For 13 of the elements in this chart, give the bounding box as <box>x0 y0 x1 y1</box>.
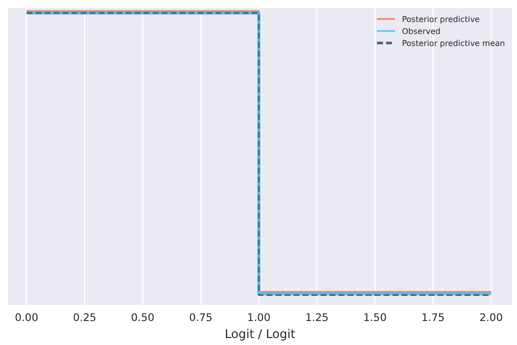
x-tick-label: 0.25 <box>72 312 96 324</box>
x-tick-label: 0.50 <box>131 312 154 324</box>
x-tick-label: 0.75 <box>189 312 212 324</box>
x-tick-label: 0.00 <box>14 312 38 324</box>
x-tick-label: 1.25 <box>305 312 329 324</box>
legend-label: Observed <box>402 27 440 36</box>
x-axis-title: Logit / Logit <box>224 327 296 341</box>
x-tick-label: 2.00 <box>479 312 503 324</box>
x-tick-label: 1.75 <box>421 312 445 324</box>
legend-label: Posterior predictive mean <box>402 39 505 48</box>
legend-label: Posterior predictive <box>402 15 480 24</box>
x-tick-label: 1.50 <box>363 312 387 324</box>
x-tick-label: 1.00 <box>247 312 271 324</box>
